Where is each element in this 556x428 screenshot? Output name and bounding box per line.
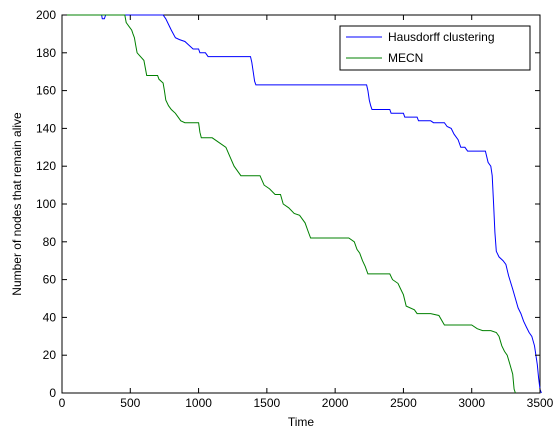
y-axis-ticks: 0 20 40 60 80 100 120 140 160 180 200: [36, 8, 540, 400]
x-tick-label: 500: [120, 396, 140, 410]
y-tick-label: 140: [36, 121, 56, 135]
legend: Hausdorff clustering MECN: [339, 25, 531, 71]
x-tick-label: 1500: [254, 396, 281, 410]
y-tick-label: 80: [43, 235, 57, 249]
y-tick-label: 160: [36, 84, 56, 98]
legend-label-hausdorff-clustering: Hausdorff clustering: [388, 30, 495, 44]
x-tick-label: 3000: [458, 396, 485, 410]
y-axis-label: Number of nodes that remain alive: [10, 112, 24, 296]
x-axis-ticks: 0 500 1000 1500 2000 2500 3000 3500: [59, 15, 554, 410]
x-tick-label: 1000: [185, 396, 212, 410]
y-tick-label: 100: [36, 197, 56, 211]
y-tick-label: 60: [43, 273, 57, 287]
legend-box: [339, 25, 531, 71]
series-line-mecn: [62, 14, 516, 394]
x-axis-label: Time: [288, 415, 315, 428]
plot-area: [61, 14, 541, 394]
series-layer: [62, 14, 542, 394]
x-tick-label: 3500: [527, 396, 554, 410]
x-tick-label: 2000: [322, 396, 349, 410]
y-tick-label: 0: [49, 386, 56, 400]
y-tick-label: 40: [43, 310, 57, 324]
x-tick-label: 2500: [390, 396, 417, 410]
series-line-hausdorff-clustering: [62, 14, 542, 394]
y-tick-label: 120: [36, 159, 56, 173]
x-tick-label: 0: [59, 396, 66, 410]
y-tick-label: 200: [36, 8, 56, 22]
y-tick-label: 180: [36, 46, 56, 60]
y-tick-label: 20: [43, 348, 57, 362]
legend-label-mecn: MECN: [388, 51, 423, 65]
